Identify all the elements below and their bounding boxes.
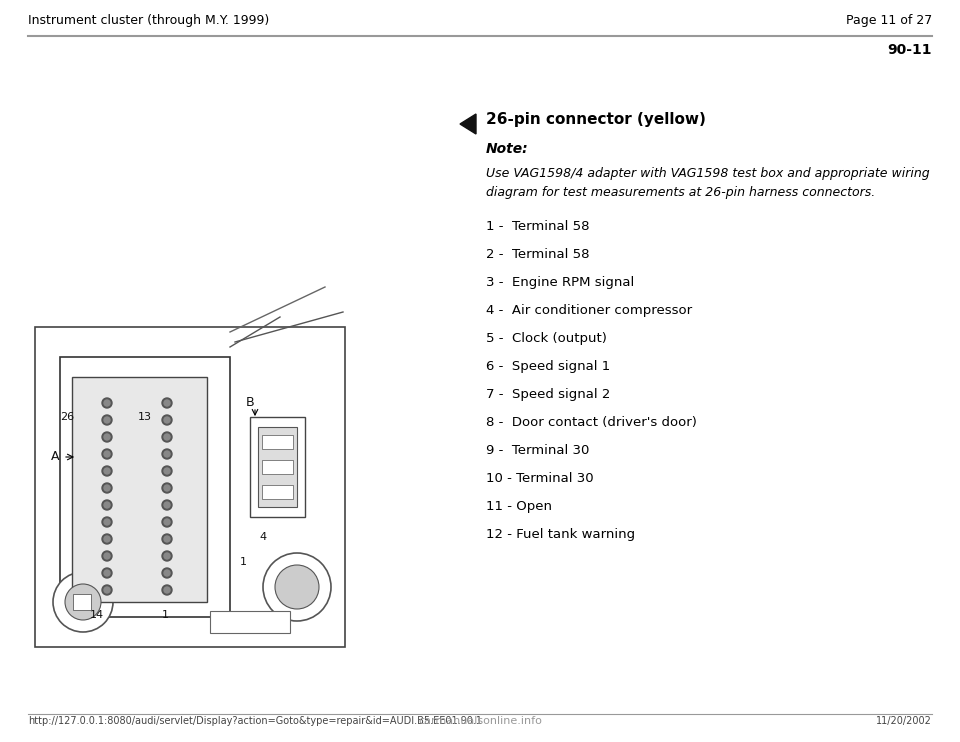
Text: carmanualsonline.info: carmanualsonline.info (418, 716, 542, 726)
Text: 13: 13 (138, 412, 152, 422)
Circle shape (102, 483, 112, 493)
Circle shape (164, 502, 170, 508)
Circle shape (162, 466, 172, 476)
Circle shape (164, 519, 170, 525)
Bar (262, 485, 293, 499)
Text: 9 -  Terminal 30: 9 - Terminal 30 (486, 444, 589, 457)
Circle shape (164, 587, 170, 593)
Text: 26-pin connector (yellow): 26-pin connector (yellow) (486, 112, 706, 127)
Bar (210, 611, 290, 633)
Text: A90-0013: A90-0013 (225, 617, 276, 627)
Text: 8 -  Door contact (driver's door): 8 - Door contact (driver's door) (486, 416, 697, 429)
Circle shape (102, 398, 112, 408)
Text: 12 - Fuel tank warning: 12 - Fuel tank warning (486, 528, 636, 541)
Circle shape (104, 468, 110, 474)
Text: http://127.0.0.1:8080/audi/servlet/Display?action=Goto&type=repair&id=AUDI.B5.EE: http://127.0.0.1:8080/audi/servlet/Displ… (28, 716, 482, 726)
Bar (262, 460, 293, 474)
Text: 2 -  Terminal 58: 2 - Terminal 58 (486, 248, 589, 261)
Bar (262, 435, 293, 449)
Circle shape (102, 466, 112, 476)
Text: 7 -  Speed signal 2: 7 - Speed signal 2 (486, 388, 611, 401)
Bar (258, 427, 297, 507)
Circle shape (102, 432, 112, 442)
Circle shape (104, 536, 110, 542)
Circle shape (164, 536, 170, 542)
Circle shape (162, 534, 172, 544)
Text: B: B (246, 395, 254, 409)
Circle shape (162, 415, 172, 425)
Text: Note:: Note: (486, 142, 529, 156)
Text: 26: 26 (60, 412, 74, 422)
Text: 1 -  Terminal 58: 1 - Terminal 58 (486, 220, 589, 233)
Circle shape (162, 432, 172, 442)
Circle shape (104, 485, 110, 491)
Circle shape (104, 587, 110, 593)
Circle shape (104, 502, 110, 508)
Circle shape (104, 417, 110, 423)
Bar (35, 327, 345, 647)
Text: 10 - Terminal 30: 10 - Terminal 30 (486, 472, 593, 485)
Text: 5 -  Clock (output): 5 - Clock (output) (486, 332, 607, 345)
Circle shape (102, 568, 112, 578)
Circle shape (162, 449, 172, 459)
Text: Use VAG1598/4 adapter with VAG1598 test box and appropriate wiring
diagram for t: Use VAG1598/4 adapter with VAG1598 test … (486, 167, 929, 199)
Circle shape (164, 434, 170, 440)
Circle shape (53, 572, 113, 632)
Circle shape (263, 553, 331, 621)
Circle shape (102, 551, 112, 561)
Polygon shape (460, 114, 476, 134)
Circle shape (164, 400, 170, 406)
Bar (72, 377, 207, 602)
Circle shape (162, 551, 172, 561)
Text: 1: 1 (239, 557, 247, 567)
Text: 90-11: 90-11 (887, 43, 932, 57)
Text: 3 -  Engine RPM signal: 3 - Engine RPM signal (486, 276, 635, 289)
Circle shape (104, 570, 110, 576)
Text: 1: 1 (161, 610, 169, 620)
Bar (60, 357, 230, 617)
Circle shape (104, 519, 110, 525)
Circle shape (102, 585, 112, 595)
Circle shape (164, 468, 170, 474)
Text: 11/20/2002: 11/20/2002 (876, 716, 932, 726)
Circle shape (164, 553, 170, 559)
Circle shape (104, 434, 110, 440)
Text: A: A (51, 450, 60, 464)
Circle shape (65, 584, 101, 620)
Circle shape (102, 500, 112, 510)
Text: Instrument cluster (through M.Y. 1999): Instrument cluster (through M.Y. 1999) (28, 14, 269, 27)
Circle shape (102, 415, 112, 425)
Circle shape (164, 451, 170, 457)
Text: 4 -  Air conditioner compressor: 4 - Air conditioner compressor (486, 304, 692, 317)
Bar (73, 594, 91, 610)
Text: 14: 14 (90, 610, 104, 620)
Circle shape (102, 517, 112, 527)
Circle shape (275, 565, 319, 609)
Circle shape (162, 483, 172, 493)
Circle shape (102, 449, 112, 459)
Circle shape (102, 534, 112, 544)
Circle shape (162, 398, 172, 408)
Text: 6 -  Speed signal 1: 6 - Speed signal 1 (486, 360, 611, 373)
Circle shape (162, 568, 172, 578)
Circle shape (164, 570, 170, 576)
Text: 11 - Open: 11 - Open (486, 500, 552, 513)
Circle shape (164, 485, 170, 491)
Circle shape (164, 417, 170, 423)
Circle shape (104, 400, 110, 406)
Bar (250, 417, 305, 517)
Circle shape (104, 553, 110, 559)
Text: Page 11 of 27: Page 11 of 27 (846, 14, 932, 27)
Circle shape (162, 517, 172, 527)
Circle shape (104, 451, 110, 457)
Circle shape (162, 585, 172, 595)
Circle shape (162, 500, 172, 510)
Text: 4: 4 (259, 532, 267, 542)
